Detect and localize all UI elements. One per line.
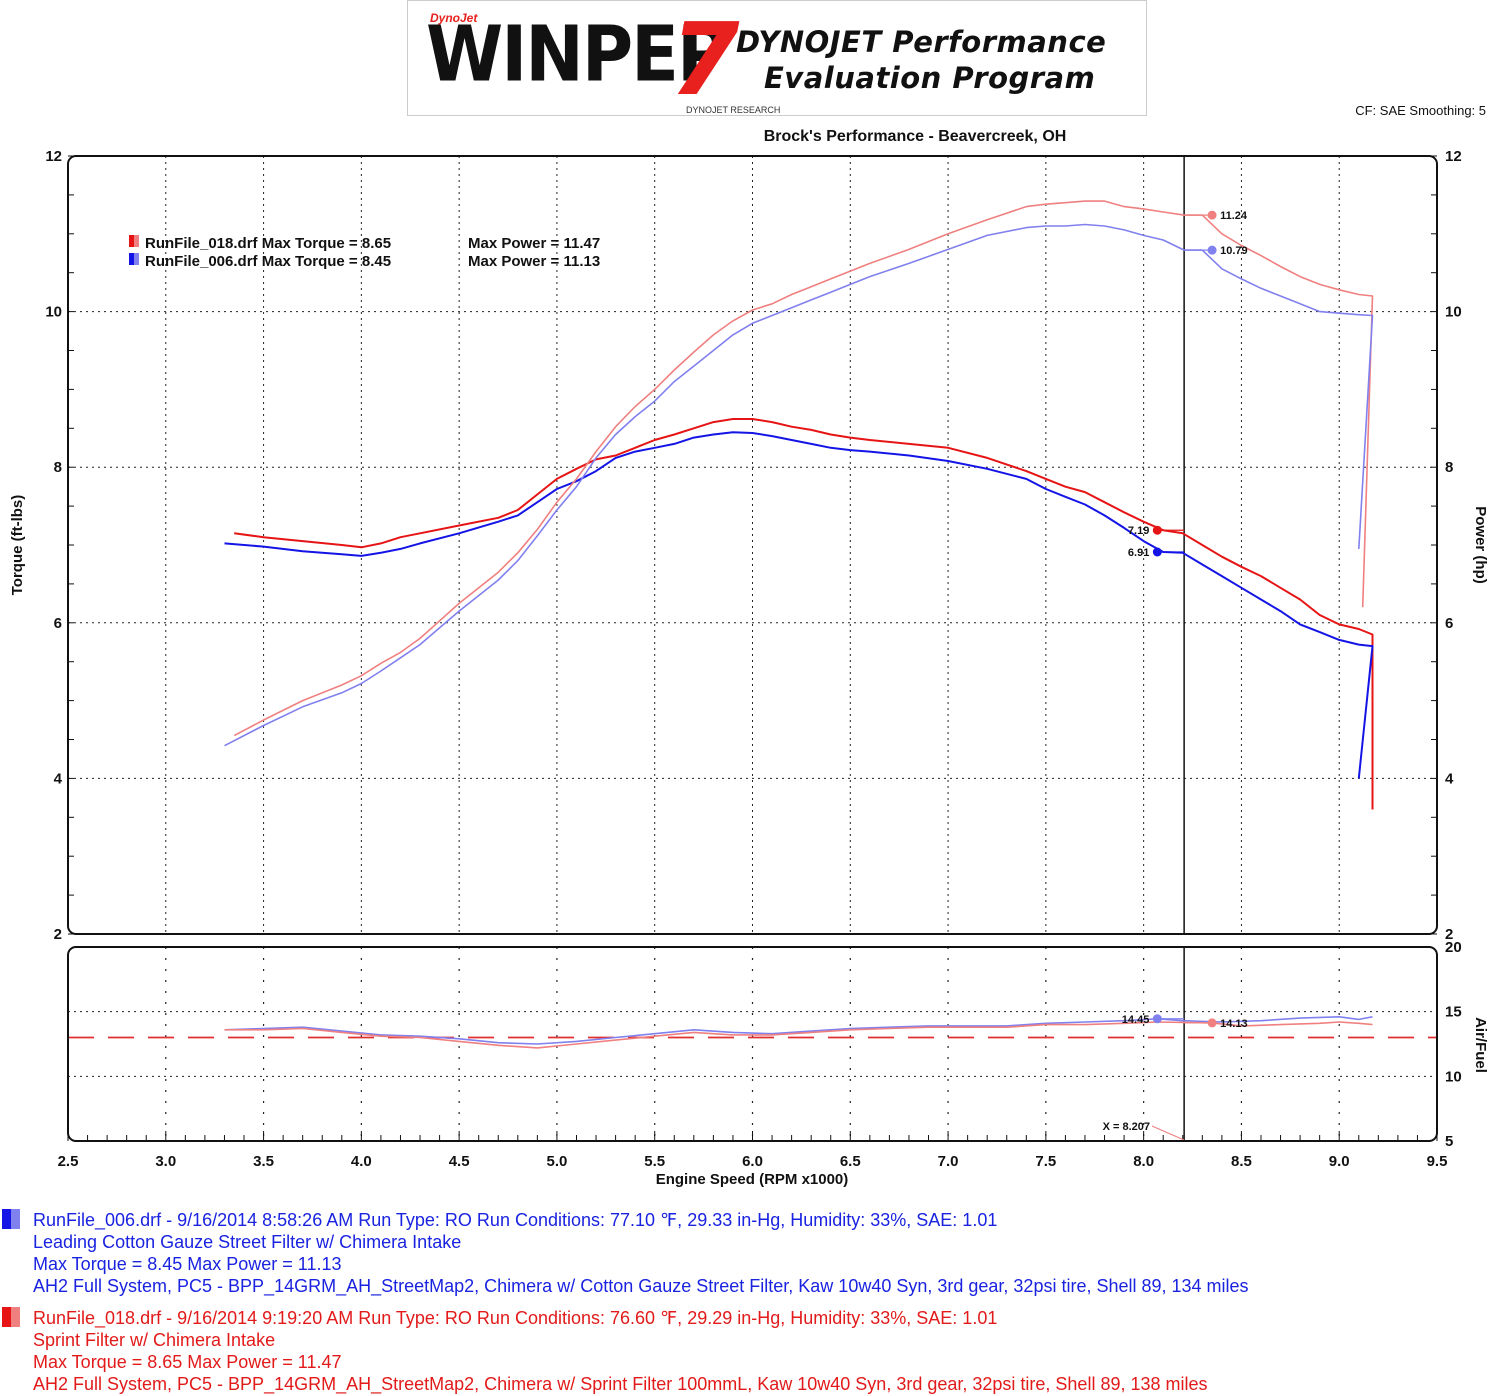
- legend-006-torque: RunFile_006.drf Max Torque = 8.45: [145, 253, 391, 270]
- legend-018-power: Max Power = 11.47: [468, 235, 600, 252]
- run006-swatch: [2, 1209, 20, 1229]
- labels-layer: 2.5 3.0 3.5 4.0 4.5 5.0 5.5 6.0 6.5 7.0 7.5 8.0 8.5 9…: [45, 148, 1461, 1170]
- legend-swatch-018-right: [134, 235, 139, 247]
- run018-description: Sprint Filter w/ Chimera Intake: [33, 1330, 276, 1350]
- x-tick-label-5.0: 5.0: [546, 1153, 567, 1170]
- run006-swatch-light: [11, 1209, 20, 1229]
- y2-tick-label-6: 6: [1445, 615, 1453, 632]
- logo-subtitle: DYNOJET RESEARCH: [686, 105, 781, 115]
- af-y-tick-label-10: 10: [1445, 1068, 1462, 1085]
- x-tick-label-6.0: 6.0: [742, 1153, 763, 1170]
- x-tick-label-5.5: 5.5: [644, 1153, 665, 1170]
- legend: RunFile_018.drf Max Torque = 8.65 Max Po…: [129, 235, 600, 270]
- y-tick-label-4: 4: [54, 770, 63, 787]
- x-tick-label-9.0: 9.0: [1329, 1153, 1350, 1170]
- run006-description: Leading Cotton Gauze Street Filter w/ Ch…: [33, 1232, 462, 1252]
- run018-swatch-light: [11, 1307, 20, 1327]
- run006-airfuel-line: [224, 1015, 1373, 1045]
- y2-tick-label-12: 12: [1445, 148, 1462, 165]
- x-tick-label-9.5: 9.5: [1427, 1153, 1448, 1170]
- cursor-readout-leader: [1151, 1125, 1185, 1141]
- main-marker-label-6.91: 6.91: [1128, 547, 1149, 559]
- legend-swatch-006-left: [129, 253, 134, 265]
- cf-smoothing-label: CF: SAE Smoothing: 5: [1355, 103, 1486, 118]
- x-tick-label-2.5: 2.5: [58, 1153, 79, 1170]
- x-tick-label-3.0: 3.0: [155, 1153, 176, 1170]
- legend-006-power: Max Power = 11.13: [468, 253, 600, 270]
- dyno-chart: 2.5 3.0 3.5 4.0 4.5 5.0 5.5 6.0 6.5 7.0 7.5 8.0 8.5 9…: [9, 148, 1489, 1188]
- program-title-line2: Evaluation Program: [764, 61, 1096, 95]
- logo-top-brand: DynoJet: [430, 11, 478, 25]
- run018-info: RunFile_018.drf - 9/16/2014 9:19:20 AM R…: [33, 1307, 1208, 1395]
- x-tick-label-8.5: 8.5: [1231, 1153, 1252, 1170]
- y-tick-label-8: 8: [54, 459, 62, 476]
- run006-header: RunFile_006.drf - 9/16/2014 8:58:26 AM R…: [33, 1210, 998, 1230]
- y2-tick-label-8: 8: [1445, 459, 1453, 476]
- logo-number: 7: [670, 1, 740, 118]
- y2-tick-label-4: 4: [1445, 770, 1454, 787]
- af-chart-grid: [67, 947, 1438, 1141]
- x-tick-label-6.5: 6.5: [840, 1153, 861, 1170]
- af-marker-label-14.45: 14.45: [1122, 1014, 1150, 1026]
- x-tick-label-4.0: 4.0: [351, 1153, 372, 1170]
- af-marker-label-14.13: 14.13: [1220, 1018, 1248, 1030]
- af-plot-frame: [67, 946, 1438, 1142]
- main-marker-dot-10.79: [1207, 245, 1217, 255]
- main-chart-grid: [68, 155, 1437, 935]
- run018-swatch-dark: [2, 1307, 11, 1327]
- run006-config: AH2 Full System, PC5 - BPP_14GRM_AH_Stre…: [33, 1276, 1249, 1296]
- cursor-readout: X = 8.207: [1103, 1121, 1150, 1133]
- x-axis-label: Engine Speed (RPM x1000): [656, 1171, 849, 1188]
- run018-swatch: [2, 1307, 20, 1327]
- main-marker-label-7.19: 7.19: [1128, 525, 1149, 537]
- program-title-line1: DYNOJET Performance: [736, 25, 1107, 59]
- af-marker-dot-14.13: [1207, 1018, 1217, 1028]
- y-tick-label-2: 2: [54, 926, 62, 943]
- y-tick-label-6: 6: [54, 615, 62, 632]
- y2-axis-label-power: Power (hp): [1472, 506, 1489, 584]
- run006-swatch-dark: [2, 1209, 11, 1229]
- y-tick-label-10: 10: [45, 304, 62, 321]
- winpep-logo-banner: WINPEP DynoJet 7 DYNOJET Performance Eva…: [407, 0, 1147, 118]
- af-y-tick-label-20: 20: [1445, 939, 1462, 956]
- legend-swatch-006-right: [134, 253, 139, 265]
- x-tick-label-7.0: 7.0: [938, 1153, 959, 1170]
- run006-max-values: Max Torque = 8.45 Max Power = 11.13: [33, 1254, 342, 1274]
- main-marker-dot-7.19: [1152, 525, 1162, 535]
- y-tick-label-12: 12: [45, 148, 62, 165]
- main-marker-label-10.79: 10.79: [1220, 245, 1248, 257]
- run018-max-values: Max Torque = 8.65 Max Power = 11.47: [33, 1352, 342, 1372]
- y2-tick-label-10: 10: [1445, 304, 1462, 321]
- y-axis-label-airfuel: Air/Fuel: [1472, 1017, 1489, 1073]
- series-layer: [224, 156, 1374, 1141]
- run018-config: AH2 Full System, PC5 - BPP_14GRM_AH_Stre…: [33, 1374, 1208, 1394]
- run018-torque-line: [234, 418, 1374, 810]
- legend-swatch-018-left: [129, 235, 134, 247]
- shop-title: Brock's Performance - Beavercreek, OH: [763, 128, 1067, 145]
- af-marker-dot-14.45: [1152, 1014, 1162, 1024]
- run018-airfuel-line: [224, 1021, 1373, 1049]
- legend-018-torque: RunFile_018.drf Max Torque = 8.65: [145, 235, 391, 252]
- run018-header: RunFile_018.drf - 9/16/2014 9:19:20 AM R…: [33, 1308, 998, 1328]
- y-axis-label-torque: Torque (ft-lbs): [9, 495, 26, 596]
- x-tick-label-4.5: 4.5: [449, 1153, 470, 1170]
- af-y-tick-label-15: 15: [1445, 1004, 1462, 1021]
- y2-tick-label-2: 2: [1445, 926, 1453, 943]
- x-tick-label-8.0: 8.0: [1133, 1153, 1154, 1170]
- run006-torque-line: [224, 431, 1374, 779]
- x-tick-label-7.5: 7.5: [1035, 1153, 1056, 1170]
- run018-power-line: [233, 200, 1374, 737]
- run006-info: RunFile_006.drf - 9/16/2014 8:58:26 AM R…: [33, 1209, 1249, 1297]
- main-marker-dot-6.91: [1152, 547, 1162, 557]
- logo-word: WINPEP: [426, 9, 728, 100]
- main-marker-label-11.24: 11.24: [1220, 210, 1248, 222]
- run006-power-line: [224, 223, 1374, 747]
- x-tick-label-3.5: 3.5: [253, 1153, 274, 1170]
- af-y-tick-label-5: 5: [1445, 1133, 1453, 1150]
- main-plot-frame: [67, 155, 1438, 935]
- main-marker-dot-11.24: [1207, 210, 1217, 220]
